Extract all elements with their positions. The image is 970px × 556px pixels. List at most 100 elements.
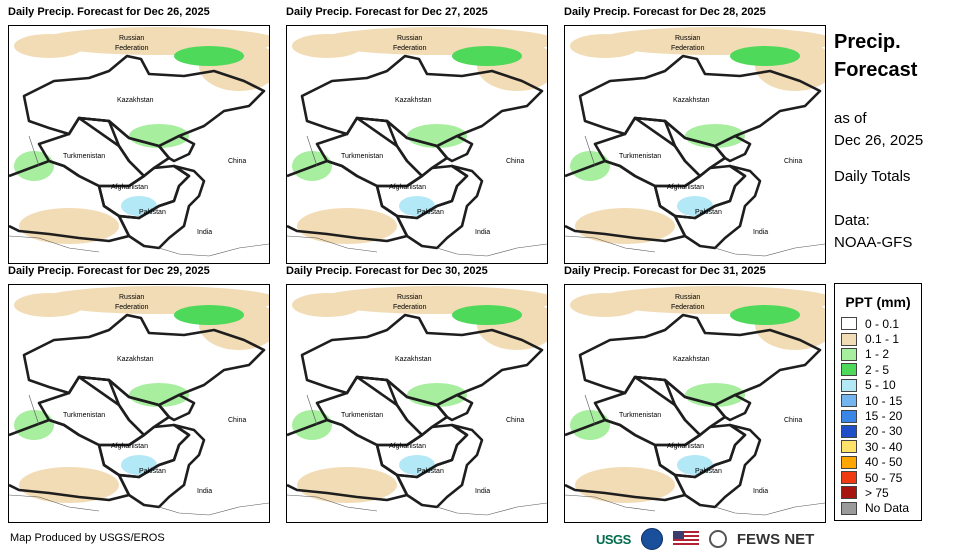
label-india: India [475,229,490,236]
legend-label: No Data [865,501,910,516]
totals-label: Daily Totals [834,168,911,185]
legend-label: 1 - 2 [865,347,890,362]
legend-item: 2 - 5 [835,362,921,377]
label-russia-1: Russian [675,35,700,42]
usgs-logo: USGS [596,531,631,547]
label-turkmenistan: Turkmenistan [63,412,105,419]
legend-swatch [841,394,857,408]
legend-label: > 75 [865,485,889,500]
label-afghanistan: Afghanistan [111,184,148,191]
kyrgyz-tajik-border [157,393,196,422]
iran-border [287,418,409,502]
legend-swatch [841,501,857,515]
label-turkmenistan: Turkmenistan [341,412,383,419]
legend-swatch [841,332,857,346]
label-russia-2: Federation [393,45,427,52]
label-kazakhstan: Kazakhstan [673,356,710,363]
legend-swatch [841,486,857,500]
label-china: China [228,417,246,424]
side-info: Precip. Forecast as of Dec 26, 2025 Dail… [834,28,964,254]
legend-label: 40 - 50 [865,455,903,470]
label-russia-2: Federation [393,304,427,311]
legend-swatch [841,378,857,392]
legend-item: 5 - 10 [835,378,921,393]
label-india: India [197,488,212,495]
uzbekistan-border [355,116,449,178]
label-pakistan: Pakistan [139,468,166,475]
kyrgyz-tajik-border [435,393,474,422]
label-russia-1: Russian [119,294,144,301]
forecast-map: Russian Federation Kazakhstan Turkmenist… [8,25,270,264]
legend-label: 50 - 75 [865,470,903,485]
label-china: China [784,158,802,165]
iran-border [565,159,687,243]
pakistan-border [117,423,206,509]
kyrgyz-tajik-border [713,393,752,422]
us-flag-icon [672,531,699,547]
label-pakistan: Pakistan [695,468,722,475]
panel-title: Daily Precip. Forecast for Dec 27, 2025 [286,6,488,18]
logo-strip: USGS FEWS NET [596,528,814,550]
pakistan-border [117,164,206,250]
label-india: India [475,488,490,495]
legend-label: 10 - 15 [865,393,903,408]
label-russia-2: Federation [115,45,149,52]
label-kazakhstan: Kazakhstan [117,356,154,363]
legend-swatch [841,317,857,331]
label-kazakhstan: Kazakhstan [395,97,432,104]
forecast-map: Russian Federation Kazakhstan Turkmenist… [564,284,826,523]
legend-swatch [841,455,857,469]
legend-label: 2 - 5 [865,362,890,377]
label-afghanistan: Afghanistan [389,443,426,450]
legend-label: 30 - 40 [865,439,903,454]
kyrgyz-tajik-border [435,134,474,163]
pakistan-border [673,164,762,250]
uzbekistan-border [633,375,727,437]
label-kazakhstan: Kazakhstan [673,97,710,104]
iran-border [9,418,131,502]
legend-swatch [841,409,857,423]
legend-item: No Data [835,501,921,516]
label-pakistan: Pakistan [417,209,444,216]
pakistan-border [673,423,762,509]
legend-swatch [841,347,857,361]
label-afghanistan: Afghanistan [667,184,704,191]
legend-item: 50 - 75 [835,470,921,485]
label-turkmenistan: Turkmenistan [341,153,383,160]
iran-border [9,159,131,243]
label-china: China [506,417,524,424]
uzbekistan-border [633,116,727,178]
legend-swatch [841,424,857,438]
asof-line2: Dec 26, 2025 [834,132,924,149]
label-china: China [784,417,802,424]
legend-item: 0.1 - 1 [835,331,921,346]
label-russia-2: Federation [671,45,705,52]
noaa-logo-icon [640,528,663,550]
forecast-map: Russian Federation Kazakhstan Turkmenist… [564,25,826,264]
legend-item: 20 - 30 [835,424,921,439]
label-india: India [753,488,768,495]
label-china: China [506,158,524,165]
panel-title: Daily Precip. Forecast for Dec 26, 2025 [8,6,210,18]
pakistan-border [395,164,484,250]
label-india: India [753,229,768,236]
panel-title: Daily Precip. Forecast for Dec 29, 2025 [8,265,210,277]
label-russia-1: Russian [397,294,422,301]
pakistan-border [395,423,484,509]
kyrgyz-tajik-border [157,134,196,163]
legend-swatch [841,440,857,454]
legend-item: 15 - 20 [835,408,921,423]
label-pakistan: Pakistan [139,209,166,216]
legend-swatch [841,471,857,485]
forecast-map: Russian Federation Kazakhstan Turkmenist… [286,25,548,264]
usaid-seal-icon [708,530,727,548]
data-line2: NOAA-GFS [834,234,913,251]
asof-line1: as of [834,110,867,127]
label-china: China [228,158,246,165]
panel-title: Daily Precip. Forecast for Dec 28, 2025 [564,6,766,18]
legend-label: 20 - 30 [865,424,903,439]
label-russia-1: Russian [397,35,422,42]
label-pakistan: Pakistan [695,209,722,216]
panel-title: Daily Precip. Forecast for Dec 30, 2025 [286,265,488,277]
label-turkmenistan: Turkmenistan [619,412,661,419]
